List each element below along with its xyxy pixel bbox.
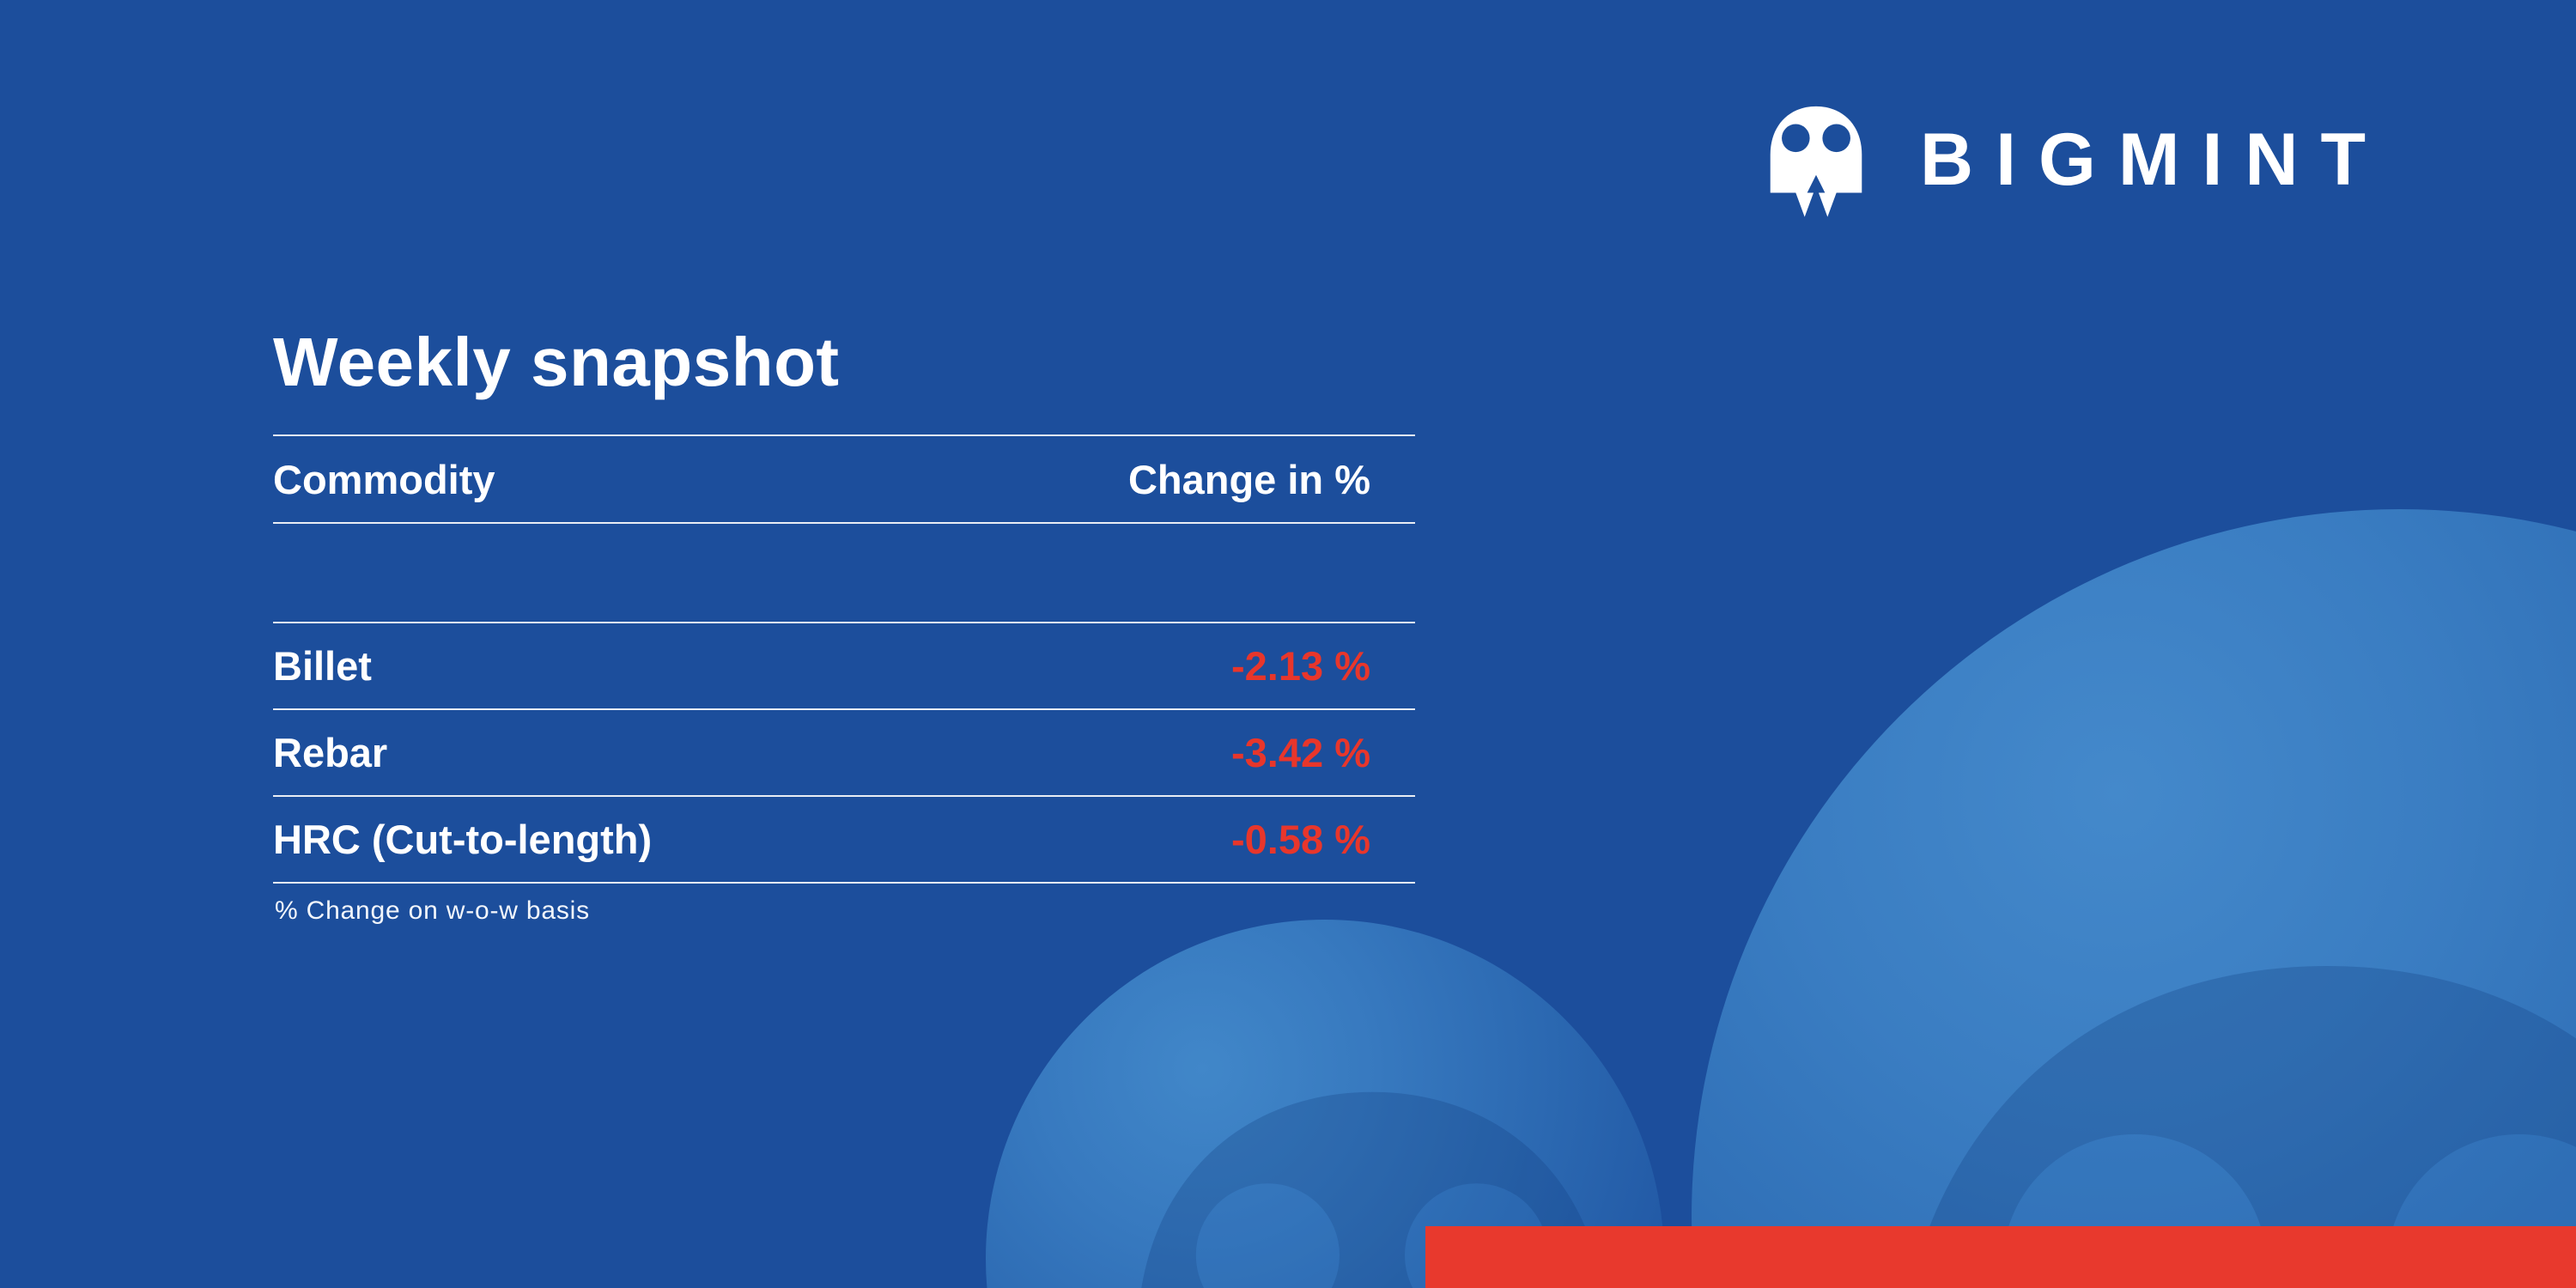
bottom-red-accent-bar — [1425, 1226, 2576, 1288]
decor-circle-large — [1692, 509, 2576, 1288]
brand-logo: BIGMINT — [1748, 96, 2388, 223]
table-row-rebar: Rebar -3.42 % — [273, 708, 1415, 795]
bigmint-watermark-icon — [1910, 966, 2576, 1288]
bigmint-logo-icon — [1770, 106, 1862, 217]
table-spacer-row — [273, 522, 1415, 622]
snapshot-table: Commodity Change in % Billet -2.13 % Reb… — [273, 434, 1415, 884]
change-value: -2.13 % — [1231, 643, 1370, 689]
header-commodity: Commodity — [273, 456, 495, 502]
page-title: Weekly snapshot — [273, 324, 840, 400]
change-value: -3.42 % — [1231, 730, 1370, 775]
change-value: -0.58 % — [1231, 817, 1370, 862]
footnote: % Change on w-o-w basis — [275, 896, 590, 925]
table-header-row: Commodity Change in % — [273, 434, 1415, 522]
commodity-name: HRC (Cut-to-length) — [273, 817, 653, 862]
header-change: Change in % — [1127, 456, 1370, 502]
table-row-billet: Billet -2.13 % — [273, 622, 1415, 708]
commodity-name: Billet — [273, 643, 372, 689]
table-row-hrc: HRC (Cut-to-length) -0.58 % — [273, 795, 1415, 884]
brand-name: BIGMINT — [1920, 118, 2389, 201]
commodity-name: Rebar — [273, 730, 388, 775]
